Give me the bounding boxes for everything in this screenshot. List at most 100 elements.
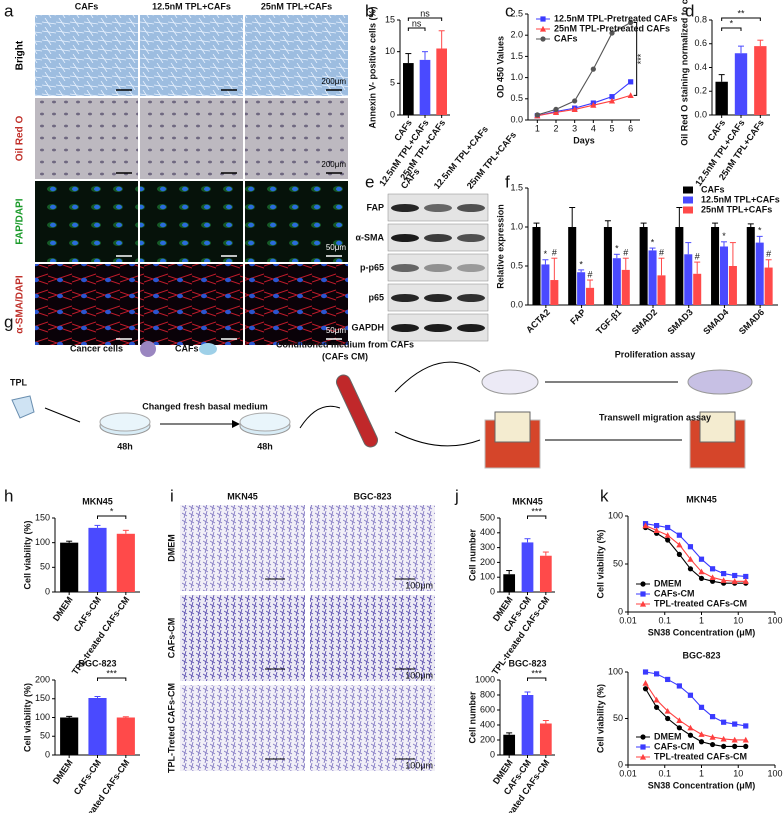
bar xyxy=(88,698,107,755)
y-tick-label: 0.6 xyxy=(694,38,707,48)
micrograph xyxy=(140,15,243,96)
point xyxy=(732,721,738,727)
schematic-text: 48h xyxy=(117,441,133,451)
series-line xyxy=(645,525,746,582)
panel-letter: c xyxy=(505,1,514,20)
sig-label: *** xyxy=(636,53,646,64)
x-tick-label: 3 xyxy=(572,123,577,133)
bar xyxy=(521,695,534,755)
x-tick-label: SMAD3 xyxy=(665,307,694,336)
sig-label: *** xyxy=(531,506,542,516)
micrograph xyxy=(35,264,138,345)
panel-letter: e xyxy=(365,172,374,191)
x-tick-label: 1 xyxy=(699,615,704,625)
x-tick-label: 0.1 xyxy=(658,768,671,778)
micrograph xyxy=(140,181,243,262)
y-tick-label: 0.5 xyxy=(510,260,523,270)
insert xyxy=(699,411,736,443)
series-line xyxy=(537,22,631,116)
micrograph xyxy=(245,181,348,262)
legend-marker xyxy=(539,25,547,32)
y-axis-label: Cell viability (%) xyxy=(22,683,32,752)
sig-label: ns xyxy=(412,18,422,28)
point xyxy=(665,537,671,543)
blot-row: α-SMA xyxy=(355,232,384,242)
bar xyxy=(754,46,767,115)
sig-label: * xyxy=(722,231,726,241)
x-tick-label: 10 xyxy=(733,768,743,778)
y-tick-label: 0 xyxy=(390,109,395,119)
micrograph xyxy=(35,98,138,179)
y-tick-label: 5 xyxy=(390,78,395,88)
blot-row: p-p65 xyxy=(360,262,384,272)
series-line xyxy=(645,523,746,578)
schematic-text: Changed fresh basal medium xyxy=(142,401,268,411)
point xyxy=(676,551,682,558)
point xyxy=(676,725,682,731)
point xyxy=(676,532,682,538)
bar xyxy=(693,273,702,305)
y-tick-label: 1000 xyxy=(475,674,495,684)
point xyxy=(720,577,727,583)
bar xyxy=(60,542,79,592)
sig-label: # xyxy=(695,251,700,261)
point xyxy=(642,669,649,675)
sig-bracket xyxy=(721,27,742,31)
micrograph xyxy=(245,15,348,96)
x-tick-label: 4 xyxy=(591,123,596,133)
y-tick-label: 0 xyxy=(490,749,495,759)
bar xyxy=(734,53,748,115)
bar xyxy=(675,227,684,305)
blot-band xyxy=(457,264,485,272)
sig-label: * xyxy=(110,506,114,516)
panel-letter: b xyxy=(365,1,374,20)
blot-band xyxy=(424,264,452,272)
bar xyxy=(60,717,79,755)
x-tick-label: 0.01 xyxy=(619,768,637,778)
point xyxy=(731,736,738,743)
sig-label: ** xyxy=(737,8,745,18)
point xyxy=(665,676,671,683)
point xyxy=(653,523,660,529)
micrograph xyxy=(180,685,305,771)
legend-marker xyxy=(540,36,546,42)
legend-swatch xyxy=(683,196,693,204)
y-axis-label: Cell number xyxy=(467,529,477,582)
schematic-text: Cancer cells xyxy=(70,343,123,353)
column-header: MKN45 xyxy=(227,491,258,501)
chart-title: BGC-823 xyxy=(682,650,720,660)
sig-bracket xyxy=(527,515,547,519)
blot-band xyxy=(457,234,485,242)
bar xyxy=(550,280,559,305)
point xyxy=(698,739,705,745)
y-tick-label: 100 xyxy=(35,712,50,722)
point xyxy=(743,573,749,580)
arrow xyxy=(394,361,481,393)
bar xyxy=(539,555,552,592)
y-tick-label: 400 xyxy=(480,719,495,729)
sig-label: * xyxy=(544,249,548,259)
micrograph xyxy=(245,264,348,345)
x-axis-label: Days xyxy=(573,135,595,145)
bar xyxy=(746,227,755,305)
scale-label: 100μm xyxy=(405,580,433,590)
blot-band xyxy=(391,264,419,272)
row-label: FAP/DAPI xyxy=(15,198,26,244)
legend-swatch xyxy=(683,206,693,214)
bar xyxy=(541,264,550,305)
column-header: CAFs xyxy=(75,1,99,11)
bar xyxy=(711,227,720,305)
point xyxy=(664,707,671,714)
bar xyxy=(436,48,447,115)
row-label: Oil Red O xyxy=(15,115,26,161)
series-line xyxy=(537,94,631,117)
y-tick-label: 400 xyxy=(480,527,495,537)
y-tick-label: 150 xyxy=(35,512,50,522)
point xyxy=(653,527,660,533)
y-tick-label: 600 xyxy=(480,704,495,714)
x-tick-label: FAP xyxy=(568,307,587,326)
point xyxy=(642,686,649,692)
legend-label: DMEM xyxy=(654,731,682,741)
x-tick-label: 100 xyxy=(767,768,782,778)
y-tick-label: 1.5 xyxy=(510,182,523,192)
